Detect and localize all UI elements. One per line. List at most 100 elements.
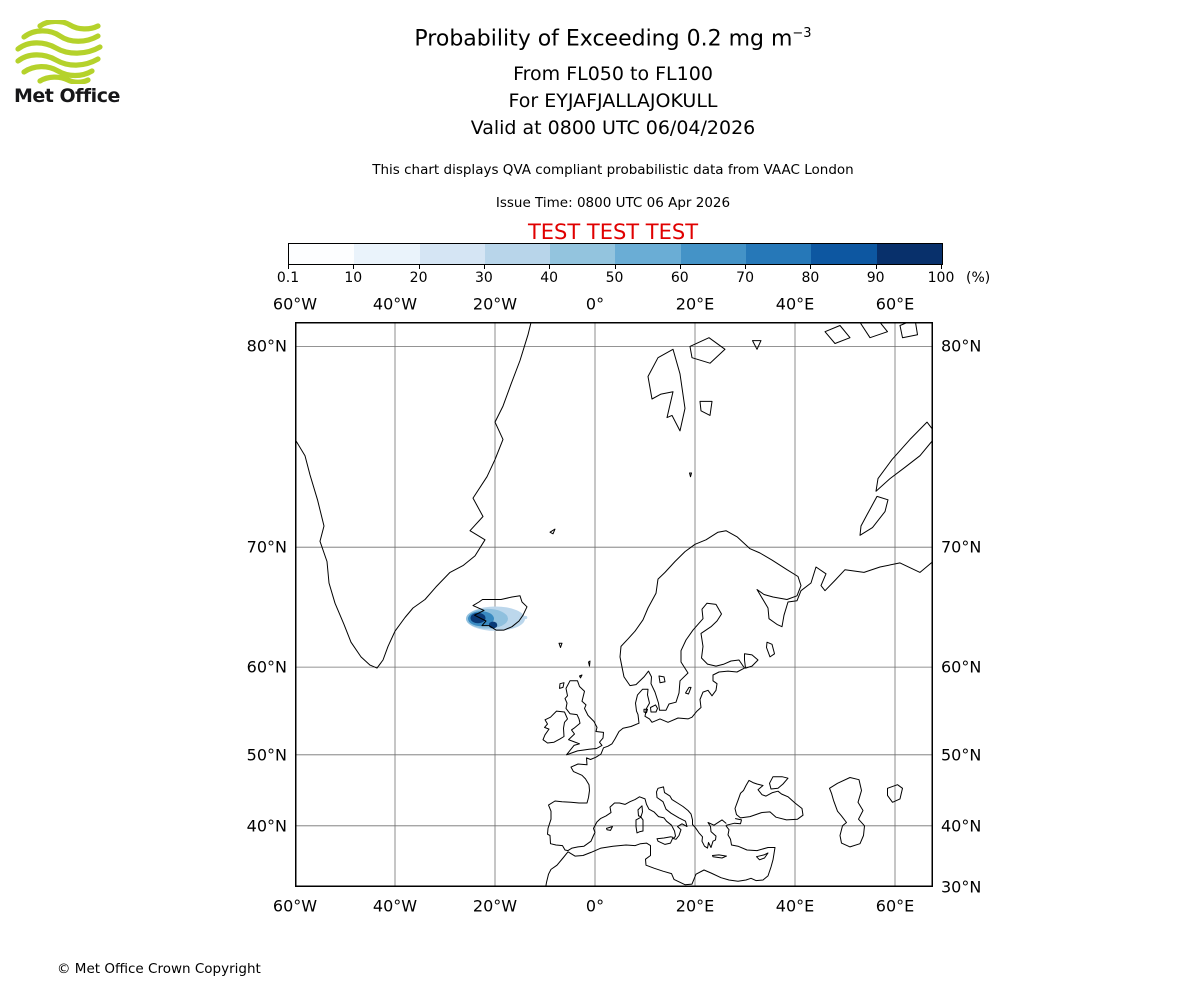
lat-label-right: 60°N [941, 657, 982, 677]
colorbar-tick-label: 50 [605, 270, 624, 286]
lat-label-right: 30°N [941, 877, 982, 897]
colorbar-tick [418, 265, 420, 269]
coastline-kvitoya [752, 340, 762, 350]
colorbar-tick [483, 265, 485, 269]
coastline-faroe-islands [558, 642, 563, 648]
coastline-lake-ladoga [744, 653, 759, 669]
coastline-franz-josef-2 [859, 322, 888, 339]
lat-label-right: 50°N [941, 745, 982, 765]
colorbar-segment [354, 244, 420, 264]
lon-label-bottom: 20°W [472, 896, 518, 916]
lon-label-bottom: 60°W [272, 896, 318, 916]
colorbar-tick [614, 265, 616, 269]
coastline-orkney [579, 674, 583, 679]
colorbar-segment [680, 244, 747, 264]
coastline-sicily [656, 836, 674, 845]
colorbar-tick [288, 265, 289, 269]
colorbar-gradient [288, 243, 943, 265]
colorbar-segment [419, 244, 485, 264]
lon-label-top: 40°E [775, 294, 815, 314]
coastline-edgeoya [699, 400, 713, 416]
colorbar-segment [289, 244, 355, 264]
copyright-text: © Met Office Crown Copyright [57, 961, 261, 977]
coastline-greenland [295, 322, 532, 669]
coastline-cyprus [756, 852, 769, 861]
chart-title-text: Probability of Exceeding 0.2 mg m [414, 26, 793, 52]
coastline-novaya-zemlya-south [859, 495, 889, 536]
lon-label-bottom: 0° [585, 896, 605, 916]
lon-label-top: 40°W [372, 294, 418, 314]
chart-subtitles: From FL050 to FL100 For EYJAFJALLAJOKULL… [240, 61, 986, 142]
colorbar-tick [745, 265, 747, 269]
colorbar-tick-label: 20 [409, 270, 428, 286]
chart-header: Probability of Exceeding 0.2 mg m−3 From… [240, 26, 986, 244]
lat-label-left: 80°N [246, 336, 287, 356]
coastline-hebrides [559, 682, 565, 689]
colorbar-tick [941, 265, 942, 269]
ash-probability-contour [488, 621, 498, 629]
flight-level-range: From FL050 to FL100 [513, 63, 713, 86]
coastline-novaya-zemlya-north [875, 421, 933, 492]
lon-label-top: 60°W [272, 294, 318, 314]
map-border [295, 322, 933, 887]
colorbar-tick-label: 80 [801, 270, 820, 286]
coastline-sea-of-azov [769, 776, 789, 790]
map-canvas [295, 322, 933, 887]
colorbar-tick [810, 265, 812, 269]
lat-label-left: 70°N [246, 537, 287, 557]
colorbar-segment [550, 244, 616, 264]
lon-label-top: 20°W [472, 294, 518, 314]
lat-label-left: 60°N [246, 657, 287, 677]
probability-colorbar: 0.1 10 20 30 40 50 60 70 80 90 100 (%) [277, 243, 1008, 288]
coastline-black-sea [734, 779, 804, 821]
coastline-spitsbergen [647, 348, 686, 432]
lat-label-left: 40°N [246, 816, 287, 836]
lon-label-top: 20°E [675, 294, 715, 314]
colorbar-tick [679, 265, 681, 269]
colorbar-segment [746, 244, 812, 264]
colorbar-tick-label: 40 [540, 270, 559, 286]
coastline-shetland [588, 660, 591, 667]
colorbar-tick-label: 10 [344, 270, 363, 286]
coastline-mainland-europe [547, 530, 933, 852]
qva-description: This chart displays QVA compliant probab… [372, 162, 854, 179]
coastline-corsica [637, 805, 643, 818]
coastline-franz-josef-1 [824, 325, 851, 344]
lat-label-right: 80°N [941, 336, 982, 356]
ash-probability-contour [523, 615, 528, 620]
chart-title-exponent: −3 [792, 26, 812, 41]
colorbar-tick-label: 100 [927, 270, 955, 286]
coastline-britain [564, 680, 604, 756]
coastline-lake-vanern [658, 675, 666, 684]
coastline-aral-sea [887, 784, 903, 803]
colorbar-unit-label: (%) [966, 270, 991, 286]
colorbar-segment [811, 244, 877, 264]
colorbar-tick-label: 60 [670, 270, 689, 286]
coastline-turkey-levant-north-africa [545, 825, 776, 887]
colorbar-tick [549, 265, 551, 269]
coastline-caspian-sea [829, 777, 865, 848]
lon-label-top: 0° [585, 294, 605, 314]
coastline-jan-mayen [549, 528, 556, 535]
lon-label-bottom: 40°W [372, 896, 418, 916]
coastline-ireland [542, 710, 568, 744]
lat-label-right: 70°N [941, 537, 982, 557]
lat-label-left: 50°N [246, 745, 287, 765]
lon-label-bottom: 60°E [875, 896, 915, 916]
valid-time: Valid at 0800 UTC 06/04/2026 [470, 117, 756, 140]
colorbar-tick [875, 265, 877, 269]
coastline-majorca [606, 826, 613, 831]
coastline-nordaustlandet [689, 337, 726, 364]
coastline-zealand [650, 704, 658, 713]
coastline-iceland [472, 595, 528, 631]
colorbar-tick-label: 30 [474, 270, 493, 286]
chart-title: Probability of Exceeding 0.2 mg m−3 [240, 26, 986, 51]
volcano-name: For EYJAFJALLAJOKULL [508, 90, 718, 113]
colorbar-tick-label: 0.1 [276, 270, 300, 286]
colorbar-tick-label: 70 [736, 270, 755, 286]
colorbar-segment [876, 244, 942, 264]
lon-label-bottom: 20°E [675, 896, 715, 916]
colorbar-segment [615, 244, 681, 264]
colorbar-tick [353, 265, 355, 269]
